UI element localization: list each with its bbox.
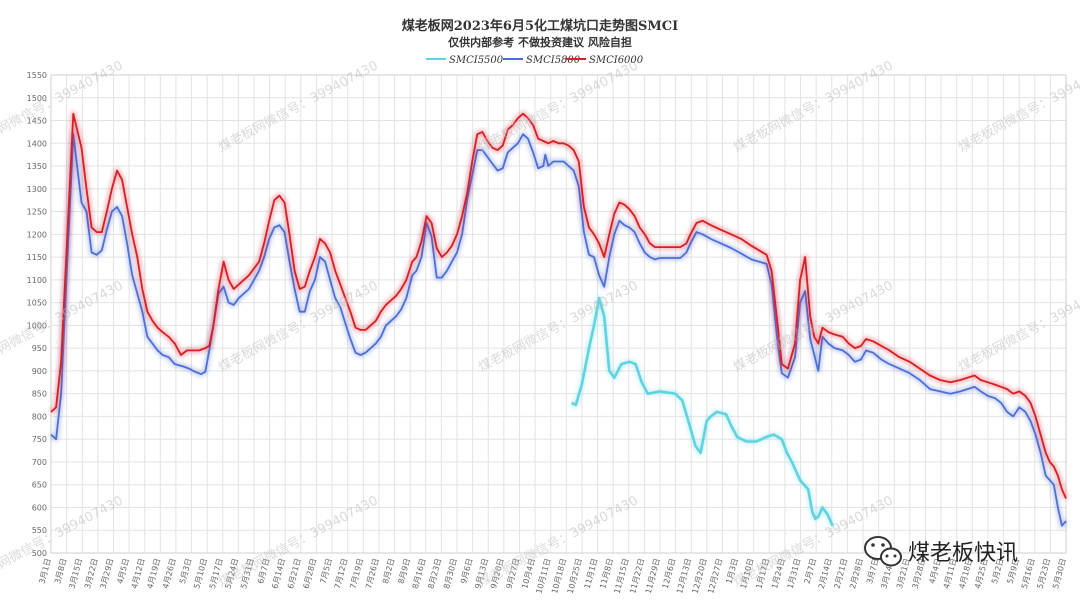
y-tick-label: 750	[32, 435, 47, 444]
y-tick-label: 1000	[27, 321, 47, 330]
x-tick-label: 11月1日	[583, 557, 600, 590]
x-tick-label: 7月19日	[348, 557, 365, 590]
x-tick-label: 3月29日	[99, 557, 116, 590]
x-tick-label: 12月13日	[675, 557, 693, 594]
y-tick-label: 1100	[27, 276, 47, 285]
legend-item-smci6000: SMCI6000	[566, 55, 644, 66]
x-tick-label: 8月16日	[411, 557, 428, 590]
x-tick-label: 3月22日	[83, 557, 100, 590]
chart-series	[49, 111, 1069, 529]
y-tick-label: 1450	[27, 117, 47, 126]
x-tick-label: 10月11日	[535, 557, 553, 594]
x-tick-label: 7月5日	[319, 557, 334, 585]
x-tick-label: 5月3日	[178, 557, 193, 585]
x-tick-label: 2月14日	[817, 557, 834, 590]
chart-grid	[50, 74, 1067, 554]
x-tick-label: 4月26日	[161, 557, 178, 590]
x-tick-label: 12月20日	[691, 557, 709, 594]
y-tick-label: 850	[32, 390, 47, 399]
y-tick-label: 1250	[27, 208, 47, 217]
y-tick-label: 1300	[27, 185, 47, 194]
wechat-icon	[864, 536, 902, 567]
brand-badge: 煤老板快讯	[864, 536, 1018, 567]
x-tick-label: 7月12日	[333, 557, 350, 590]
x-tick-label: 8月9日	[397, 557, 412, 585]
x-tick-label: 5月23日	[1036, 557, 1053, 590]
x-tick-label: 8月30日	[442, 557, 459, 590]
y-axis-ticks: 500 550 600 650 700 750 800 850 900 950 1000 1050 11…	[27, 71, 47, 558]
y-tick-label: 500	[32, 549, 47, 558]
watermark-text: 煤老板网微信号：399407430	[216, 58, 381, 155]
watermark-text: 煤老板网微信号：399407430	[476, 278, 641, 375]
chart-title: 煤老板网2023年6月5化工煤坑口走势图SMCI	[402, 18, 678, 34]
legend-label: SMCI5500	[449, 55, 504, 66]
x-tick-label: 11月22日	[628, 557, 646, 594]
x-tick-label: 4月5日	[116, 557, 131, 585]
x-tick-label: 11月8日	[598, 557, 615, 590]
x-tick-label: 6月28日	[302, 557, 319, 590]
y-tick-label: 1150	[27, 253, 47, 262]
x-tick-label: 4月12日	[130, 557, 147, 590]
plot-frame	[50, 74, 1067, 554]
x-tick-label: 3月8日	[53, 557, 68, 585]
x-tick-label: 12月27日	[706, 557, 724, 594]
x-tick-label: 2月21日	[833, 557, 850, 590]
x-tick-label: 4月19日	[145, 557, 162, 590]
x-tick-label: 5月30日	[1051, 557, 1068, 590]
y-tick-label: 700	[32, 458, 47, 467]
watermark-text: 煤老板网微信号：399407430	[0, 58, 126, 155]
chart-legend: SMCI5500 SMCI5800 SMCI6000	[426, 55, 644, 66]
x-tick-label: 3月7日	[865, 557, 880, 585]
series-line-smci5500	[571, 296, 834, 527]
x-tick-label: 9月6日	[459, 557, 474, 585]
x-tick-label: 5月10日	[192, 557, 209, 590]
y-tick-label: 1550	[27, 71, 47, 80]
x-tick-label: 10月18日	[550, 557, 568, 594]
x-tick-label: 8月23日	[427, 557, 444, 590]
y-tick-label: 600	[32, 503, 47, 512]
x-tick-label: 2月28日	[848, 557, 865, 590]
x-tick-label: 7月26日	[364, 557, 381, 590]
watermark-text: 煤老板网微信号：399407430	[956, 58, 1080, 155]
series-glow-smci6000	[49, 111, 1069, 500]
x-tick-label: 2月7日	[803, 557, 818, 585]
y-tick-label: 1400	[27, 139, 47, 148]
chart-subtitle: 仅供内部参考 不做投资建议 风险自担	[447, 35, 632, 49]
legend-label: SMCI5800	[526, 55, 581, 66]
legend-item-smci5500: SMCI5500	[426, 55, 504, 66]
x-tick-label: 6月21日	[286, 557, 303, 590]
x-tick-label: 11月29日	[644, 557, 662, 594]
x-tick-label: 3月15日	[67, 557, 84, 590]
watermark-text: 煤老板网微信号：399407430	[731, 58, 896, 155]
legend-item-smci5800: SMCI5800	[503, 55, 581, 66]
x-tick-label: 8月2日	[381, 557, 396, 585]
y-tick-label: 800	[32, 412, 47, 421]
y-tick-label: 650	[32, 481, 47, 490]
y-tick-label: 550	[32, 526, 47, 535]
y-tick-label: 950	[32, 344, 47, 353]
y-tick-label: 1200	[27, 230, 47, 239]
x-tick-label: 12月6日	[661, 557, 678, 590]
x-tick-label: 5月16日	[1020, 557, 1037, 590]
y-tick-label: 1500	[27, 94, 47, 103]
watermark-text: 煤老板网微信号：399407430	[956, 278, 1080, 375]
x-tick-label: 3月1日	[37, 557, 52, 585]
legend-label: SMCI6000	[589, 55, 644, 66]
brand-text: 煤老板快讯	[908, 541, 1018, 566]
y-tick-label: 900	[32, 367, 47, 376]
x-tick-label: 11月15日	[613, 557, 631, 594]
series-line-smci6000	[50, 112, 1067, 499]
y-tick-label: 1350	[27, 162, 47, 171]
y-tick-label: 1050	[27, 299, 47, 308]
x-tick-label: 10月25日	[566, 557, 584, 594]
